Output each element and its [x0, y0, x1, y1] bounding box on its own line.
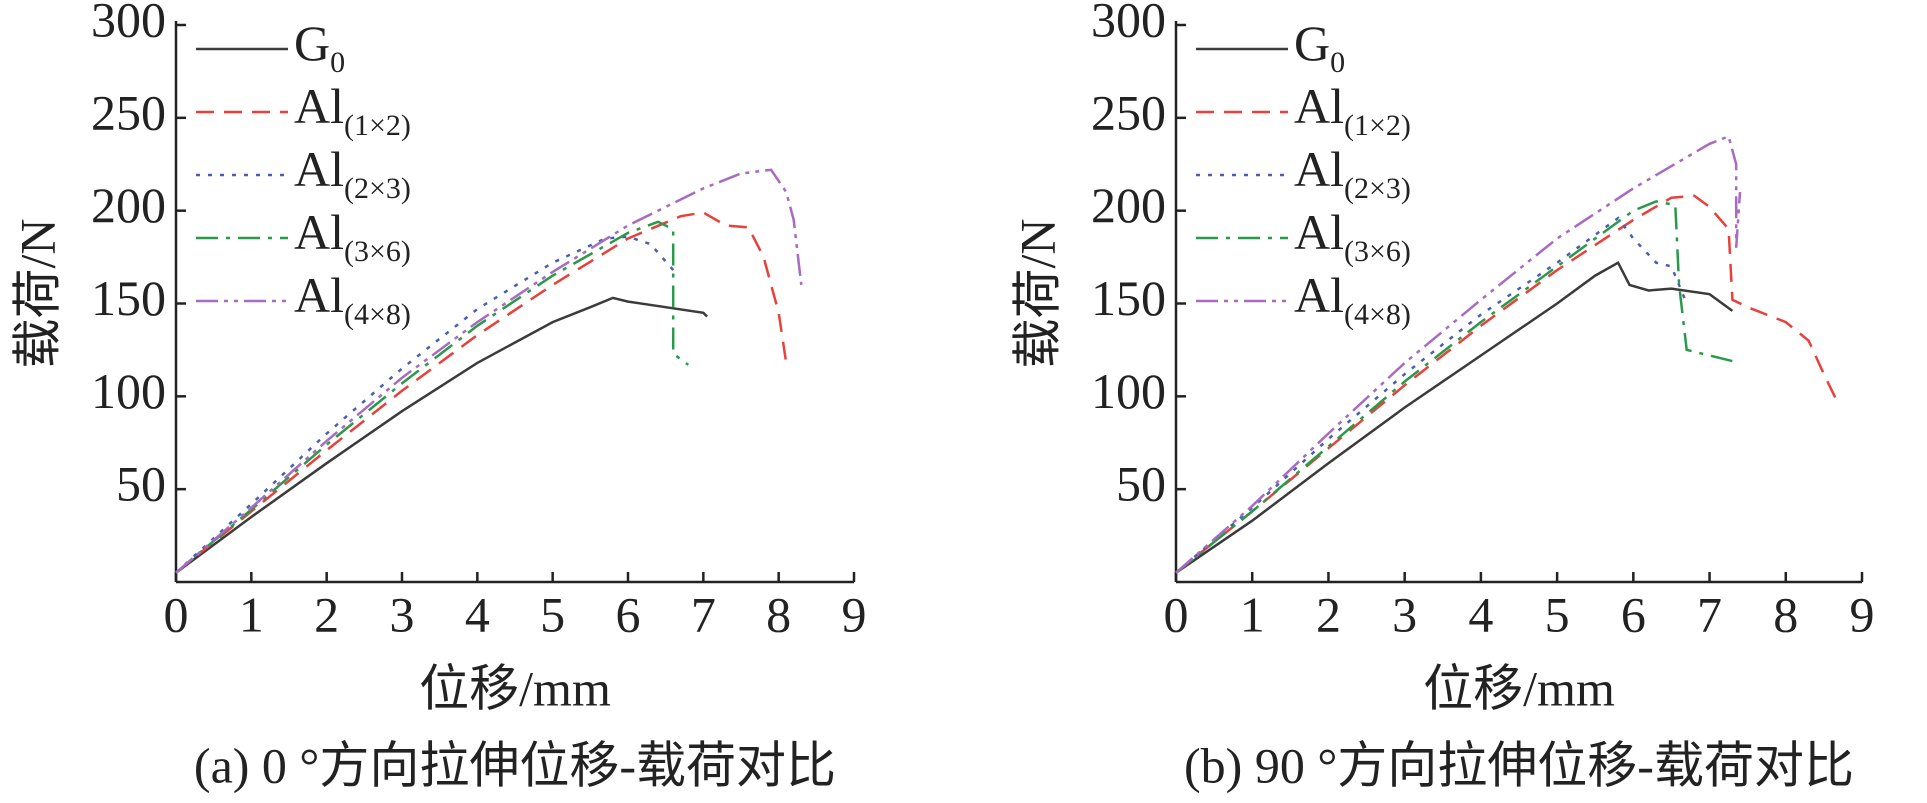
x-tick-label: 1: [239, 586, 264, 642]
legend-label: G0: [294, 15, 345, 78]
data-line: [175, 220, 690, 574]
legend-label: Al(3×6): [294, 204, 411, 267]
x-tick-label: 5: [540, 586, 565, 642]
x-tick-label: 6: [1621, 586, 1646, 642]
x-tick-label: 3: [390, 586, 415, 642]
x-tick-label: 4: [465, 586, 490, 642]
y-tick-label: 150: [91, 270, 166, 326]
x-tick-label: 1: [1240, 586, 1265, 642]
data-line: [1175, 200, 1733, 574]
legend-label: G0: [1294, 15, 1345, 78]
x-tick-label: 6: [616, 586, 641, 642]
data-line: [175, 211, 788, 574]
legend-label: Al(1×2): [1294, 78, 1411, 141]
legend-label: Al(2×3): [294, 141, 411, 204]
data-line: [175, 296, 708, 574]
data-line: [1175, 216, 1688, 574]
y-tick-label: 250: [1091, 84, 1166, 140]
y-tick-label: 50: [1116, 456, 1166, 512]
legend-label: Al(3×6): [1294, 204, 1411, 267]
y-tick-label: 50: [116, 456, 166, 512]
y-tick-label: 300: [91, 0, 166, 47]
x-tick-label: 8: [1773, 586, 1798, 642]
x-tick-label: 2: [314, 586, 339, 642]
x-tick-label: 7: [1697, 586, 1722, 642]
y-axis-label: 载荷/N: [9, 219, 65, 369]
x-tick-label: 5: [1545, 586, 1570, 642]
y-tick-label: 250: [91, 84, 166, 140]
legend-label: Al(4×8): [294, 267, 411, 330]
x-axis-label: 位移/mm: [1423, 660, 1615, 716]
data-line: [175, 168, 803, 574]
x-tick-label: 7: [691, 586, 716, 642]
caption: (b) 90 °方向拉伸位移-载荷对比: [1184, 737, 1854, 793]
x-tick-label: 3: [1392, 586, 1417, 642]
x-tick-label: 0: [1164, 586, 1189, 642]
y-tick-label: 100: [1091, 363, 1166, 419]
legend-label: Al(2×3): [1294, 141, 1411, 204]
legend-label: Al(4×8): [1294, 267, 1411, 330]
x-tick-label: 0: [164, 586, 189, 642]
x-tick-label: 9: [842, 586, 867, 642]
x-tick-label: 9: [1850, 586, 1875, 642]
y-tick-label: 150: [1091, 270, 1166, 326]
caption: (a) 0 °方向拉伸位移-载荷对比: [194, 737, 836, 793]
x-axis-label: 位移/mm: [419, 660, 611, 716]
x-tick-label: 8: [766, 586, 791, 642]
data-line: [1175, 134, 1742, 574]
y-axis-label: 载荷/N: [1009, 219, 1065, 369]
data-line: [1175, 194, 1841, 574]
x-tick-label: 2: [1316, 586, 1341, 642]
y-tick-label: 100: [91, 363, 166, 419]
y-tick-label: 200: [1091, 177, 1166, 233]
legend-label: Al(1×2): [294, 78, 411, 141]
data-line: [175, 235, 675, 574]
data-line: [1175, 260, 1734, 574]
y-tick-label: 200: [91, 177, 166, 233]
y-tick-label: 300: [1091, 0, 1166, 47]
x-tick-label: 4: [1468, 586, 1493, 642]
